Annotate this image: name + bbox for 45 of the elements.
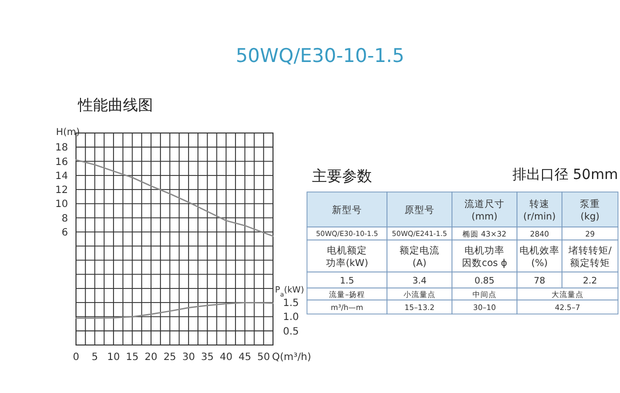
text: 电机功率因数cos ϕ <box>462 244 508 269</box>
y2-tick-label: 0.5 <box>283 326 299 338</box>
text: 排出口径 50mm <box>512 167 618 183</box>
text: 原型号 <box>404 204 434 216</box>
x-tick-label: 25 <box>163 352 176 363</box>
text: 新型号 <box>332 204 362 216</box>
text: 电机额定功率(kW) <box>326 244 368 269</box>
x-tick-label: 0 <box>72 352 80 363</box>
line-series <box>75 159 274 237</box>
text: 3.4 <box>412 276 427 286</box>
x-axis-title: Q(m³/h) <box>272 352 312 363</box>
y-tick-label: 16 <box>55 156 68 168</box>
text: 额定电流 (A) <box>400 244 440 269</box>
text: 流道尺寸 (mm) <box>464 198 504 222</box>
y-tick-label: 10 <box>55 199 68 210</box>
x-tick-label: 5 <box>92 352 98 363</box>
x-tick-label: 40 <box>220 352 232 363</box>
text: 0.85 <box>474 276 495 286</box>
y2-axis-title: P$_{a}$(kW) <box>275 286 304 299</box>
text: 转速 (r/min) <box>523 198 556 222</box>
y-axis-title: H(m) <box>56 127 80 138</box>
y-tick-label: 18 <box>55 142 68 154</box>
x-tick-label: 35 <box>200 352 214 363</box>
y2-tick-label: 1.0 <box>283 312 299 324</box>
text: 2.2 <box>582 276 598 286</box>
x-tick-label: 10 <box>107 352 120 363</box>
x-tick-label: 45 <box>238 352 252 363</box>
x-tick-label: 50 <box>257 352 270 363</box>
y2-tick-label: 1.5 <box>283 298 299 310</box>
x-tick-label: 20 <box>144 352 158 363</box>
text: 泵重 (kg) <box>580 198 600 222</box>
text: 50WQ/E30-10-1.5 <box>236 45 404 67</box>
y-tick-label: 14 <box>55 170 68 182</box>
text: 电机效率 (%) <box>520 244 560 269</box>
x-tick-label: 30 <box>182 352 195 363</box>
text: 1.5 <box>340 276 354 286</box>
text: 主要参数 <box>312 167 372 185</box>
x-tick-label: 15 <box>126 352 139 363</box>
line-series <box>75 302 274 319</box>
text: 堵转转矩/额定转矩 <box>567 244 612 269</box>
y-tick-label: 8 <box>62 213 68 224</box>
y-tick-label: 12 <box>55 185 68 196</box>
text: 78 <box>534 276 546 286</box>
y-tick-label: 6 <box>62 227 68 238</box>
chart-title: 性能曲线图 <box>77 96 153 114</box>
